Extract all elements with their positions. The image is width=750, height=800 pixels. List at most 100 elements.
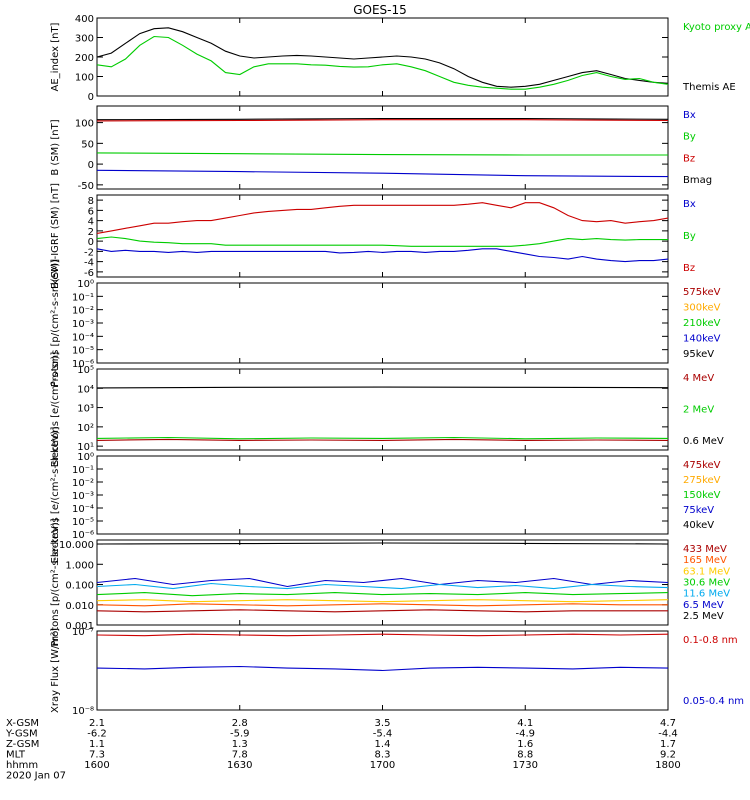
- y-axis-label: Protons [p/(cm²-s-sr-keV)]: [50, 259, 61, 387]
- legend-by: By: [683, 231, 696, 242]
- y-tick-label: 10⁻³: [72, 491, 94, 502]
- x-row-value: -5.9: [230, 729, 250, 740]
- y-tick-label: 10⁻⁷: [72, 627, 94, 638]
- series-line-0-1-0-8-nm: [96, 633, 669, 637]
- series-line-2-5-mev: [96, 542, 669, 545]
- legend-475kev: 475keV: [683, 460, 721, 471]
- legend-6-5-mev: 6.5 MeV: [683, 600, 724, 611]
- y-tick-label: 50: [81, 139, 94, 150]
- legend-2-mev: 2 MeV: [683, 405, 714, 416]
- x-row-value: 1.1: [89, 739, 105, 750]
- legend-4-mev: 4 MeV: [683, 373, 714, 384]
- panel-8: 10⁻⁸ 10⁻⁷ Xray Flux [W/m²] 0.1-0.8 nm 0.05-0…: [50, 627, 744, 717]
- legend-433-mev: 433 MeV: [683, 544, 727, 555]
- legend-30-6-mev: 30.6 MeV: [683, 578, 730, 589]
- legend-2-5-mev: 2.5 MeV: [683, 611, 724, 622]
- legend-165-mev: 165 MeV: [683, 555, 727, 566]
- y-tick-label: 10⁴: [77, 384, 94, 395]
- x-row-value: -4.4: [658, 729, 678, 740]
- x-row-value: 1730: [513, 760, 538, 771]
- x-row-value: 8.8: [517, 750, 533, 761]
- x-row-label-x-gsm: X-GSM: [6, 718, 39, 729]
- series-line-bz: [96, 202, 669, 234]
- x-row-value: 7.8: [232, 750, 248, 761]
- y-tick-label: 300: [75, 34, 94, 45]
- y-tick-label: 1.000: [65, 560, 94, 571]
- legend-140kev: 140keV: [683, 334, 721, 345]
- legend-0-05-0-4-nm: 0.05-0.4 nm: [683, 696, 744, 707]
- y-axis-label: AE_index [nT]: [50, 22, 61, 91]
- y-tick-label: 10⁻¹: [72, 292, 94, 303]
- x-row-value: 4.7: [660, 718, 676, 729]
- x-row-label-hhmm: hhmm: [6, 760, 38, 771]
- y-tick-label: 10⁻⁵: [72, 517, 94, 528]
- x-row-value: 8.3: [375, 750, 391, 761]
- x-axis-annotations: X-GSM 2.1 2.8 3.5 4.1 4.7 Y-GSM -6.2 -5.9 -5.4 -4.…: [5, 718, 681, 782]
- x-row-value: 1630: [227, 760, 252, 771]
- x-row-value: -4.9: [515, 729, 535, 740]
- y-axis-label: Protons [p/(cm²-s-sr-keV)]: [50, 518, 61, 646]
- x-row-value: 1.7: [660, 739, 676, 750]
- y-tick-label: 10²: [77, 423, 94, 434]
- y-tick-label: 10⁻²: [72, 306, 94, 317]
- legend-0-6-mev: 0.6 MeV: [683, 436, 724, 447]
- x-row-label-y-gsm: Y-GSM: [5, 729, 38, 740]
- series-line-30-6-mev: [96, 592, 669, 597]
- panel-2: -50 0 50 100 B (SM) [nT] Bx By Bz Bmag: [50, 105, 712, 192]
- y-axis-label: B(SM)-IGRF (SM) [nT]: [50, 183, 61, 289]
- series-line-0-05-0-4-nm: [96, 665, 669, 672]
- series-line-themis-ae: [96, 27, 669, 88]
- y-tick-label: 10¹: [77, 442, 94, 453]
- y-tick-label: 10⁰: [77, 279, 94, 290]
- legend-575kev: 575keV: [683, 287, 721, 298]
- y-tick-label: 0: [88, 237, 94, 248]
- legend-275kev: 275keV: [683, 475, 721, 486]
- x-row-value: 1.3: [232, 739, 248, 750]
- series-line-bx: [96, 248, 669, 263]
- legend-bz: Bz: [683, 263, 695, 274]
- panel-1: 0 100 200 300 400 AE_index [nT] Kyoto proxy AE…: [50, 14, 750, 103]
- date-label: 2020 Jan 07: [6, 771, 66, 782]
- y-tick-label: 6: [88, 206, 94, 217]
- y-tick-label: 10⁻⁸: [72, 706, 94, 717]
- x-row-value: -6.2: [87, 729, 107, 740]
- panel-5: 10¹ 10² 10³ 10⁴ 10⁵ Electrons [e/(cm²-s-sr)] 4…: [50, 352, 724, 468]
- y-tick-label: 0.010: [65, 601, 94, 612]
- legend-bmag: Bmag: [683, 175, 712, 186]
- x-row-value: 2.1: [89, 718, 105, 729]
- y-tick-label: 10⁻⁶: [72, 359, 94, 370]
- y-axis-label: B (SM) [nT]: [50, 119, 61, 175]
- series-line-63-1-mev: [96, 599, 669, 603]
- series-line-165-mev: [96, 603, 668, 607]
- legend-themis-ae: Themis AE: [682, 82, 736, 93]
- y-tick-label: 10.000: [59, 540, 94, 551]
- x-row-value: 1.6: [517, 739, 533, 750]
- x-row-label-z-gsm: Z-GSM: [6, 739, 39, 750]
- legend-11-6-mev: 11.6 MeV: [683, 589, 730, 600]
- y-tick-label: 4: [88, 217, 94, 228]
- x-row-label-mlt: MLT: [6, 750, 26, 761]
- series-line-bx: [96, 169, 669, 178]
- y-tick-label: 0.001: [65, 621, 94, 632]
- x-row-value: 3.5: [375, 718, 391, 729]
- y-axis-label: Xray Flux [W/m²]: [50, 628, 61, 713]
- series-line-bmag: [96, 117, 669, 121]
- y-axis-label: Electrons [e/(cm²-s-sr)]: [50, 352, 61, 468]
- series-line-bz: [96, 119, 669, 122]
- y-axis-label: Electrons [e/(cm²-s-sr-keV)]: [50, 426, 61, 563]
- legend-40kev: 40keV: [683, 520, 714, 531]
- y-tick-label: 10⁻²: [72, 478, 94, 489]
- legend-bx: Bx: [683, 199, 696, 210]
- y-tick-label: 10⁻¹: [72, 465, 94, 476]
- x-row-value: -5.4: [373, 729, 393, 740]
- series-line-6-5-mev: [96, 577, 669, 588]
- x-row-value: 1600: [84, 760, 109, 771]
- y-tick-label: 100: [75, 119, 94, 130]
- panel-4: 10⁻⁶ 10⁻⁵ 10⁻⁴ 10⁻³ 10⁻² 10⁻¹ 10⁰ Protons [p/(c…: [50, 259, 721, 387]
- legend-by: By: [683, 132, 696, 143]
- y-tick-label: 10⁵: [77, 365, 94, 376]
- x-row-value: 2.8: [232, 718, 248, 729]
- legend-300kev: 300keV: [683, 303, 721, 314]
